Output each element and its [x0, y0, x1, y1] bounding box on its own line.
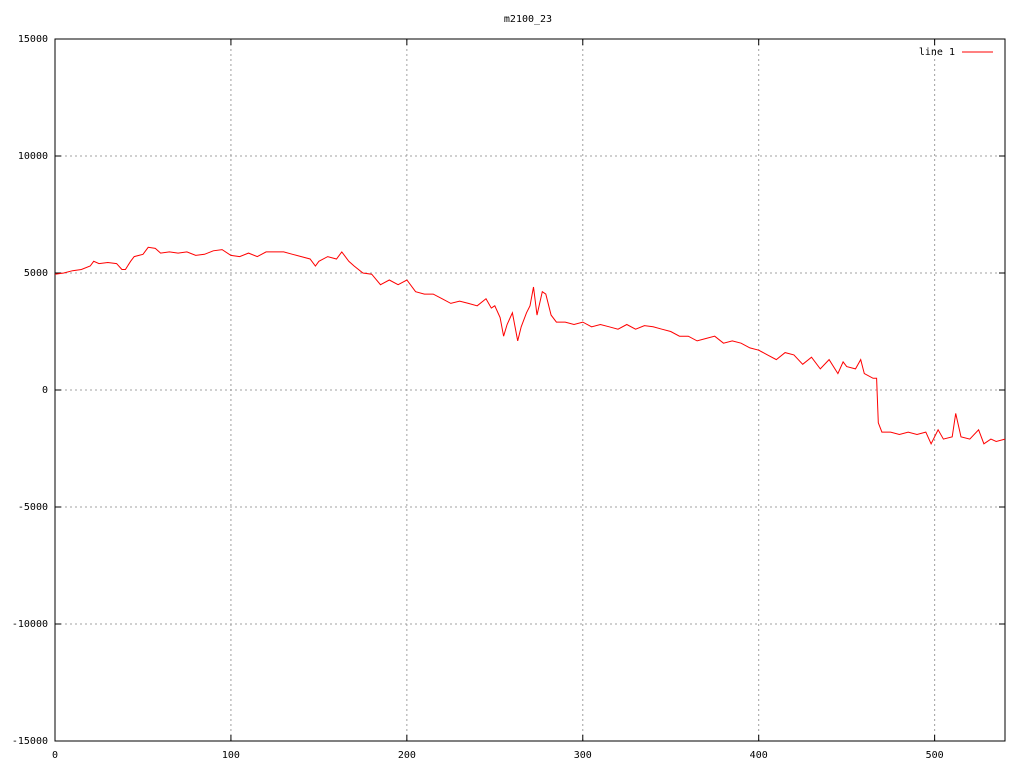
x-tick-label: 400: [750, 750, 768, 761]
x-tick-label: 0: [52, 750, 58, 761]
y-tick-label: 5000: [24, 268, 48, 279]
chart-title: m2100_23: [504, 14, 552, 25]
y-tick-label: -5000: [18, 502, 48, 513]
y-tick-label: 0: [42, 385, 48, 396]
legend-label: line 1: [919, 47, 955, 58]
y-tick-label: 15000: [18, 34, 48, 45]
x-tick-label: 100: [222, 750, 240, 761]
x-tick-label: 200: [398, 750, 416, 761]
x-tick-label: 300: [574, 750, 592, 761]
y-tick-label: -10000: [12, 619, 48, 630]
y-tick-label: 10000: [18, 151, 48, 162]
x-tick-label: 500: [926, 750, 944, 761]
y-tick-label: -15000: [12, 736, 48, 747]
plot-frame: [54, 38, 1006, 742]
data-line: [54, 246, 1006, 445]
